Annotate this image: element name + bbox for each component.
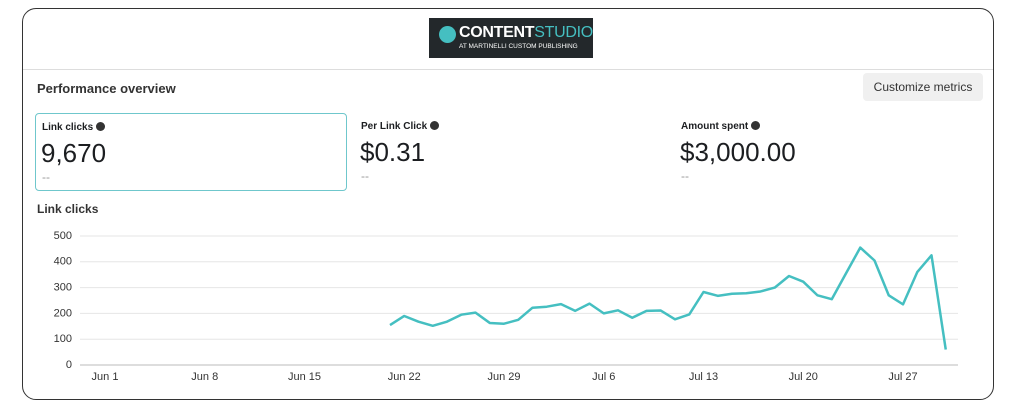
logo-title: CONTENTSTUDIO <box>459 24 593 42</box>
y-tick-label: 400 <box>54 256 72 268</box>
metric-delta: -- <box>42 170 50 184</box>
logo-bold: CONTENT <box>459 24 535 41</box>
metric-value: $0.31 <box>360 137 426 167</box>
y-tick-label: 300 <box>54 282 72 294</box>
x-tick-label: Jul 27 <box>888 371 917 383</box>
x-tick-label: Jun 8 <box>191 371 218 383</box>
panel: CONTENTSTUDIO AT MARTINELLI CUSTOM PUBLI… <box>22 8 994 400</box>
metric-delta: -- <box>681 169 689 183</box>
logo-subtitle: AT MARTINELLI CUSTOM PUBLISHING <box>459 43 578 50</box>
line-series <box>389 246 947 350</box>
x-tick-label: Jun 29 <box>487 371 520 383</box>
metric-label: Amount spent <box>681 121 761 132</box>
metric-label: Per Link Click <box>361 121 440 132</box>
metric-delta: -- <box>361 169 369 183</box>
x-tick-label: Jun 22 <box>388 371 421 383</box>
metric-card[interactable]: Link clicks 9,670 -- <box>35 113 347 191</box>
y-tick-label: 200 <box>54 307 72 319</box>
metric-label-text: Amount spent <box>681 121 749 132</box>
metric-card[interactable]: Per Link Click $0.31 -- <box>355 113 667 191</box>
info-icon[interactable] <box>96 122 106 131</box>
y-tick-label: 0 <box>66 359 72 371</box>
header: CONTENTSTUDIO AT MARTINELLI CUSTOM PUBLI… <box>23 9 993 70</box>
metric-value: $3,000.00 <box>680 137 796 167</box>
chart-title: Link clicks <box>37 202 99 216</box>
section-title: Performance overview <box>37 81 176 96</box>
x-tick-label: Jul 6 <box>592 371 615 383</box>
x-tick-label: Jun 15 <box>288 371 321 383</box>
metric-label-text: Link clicks <box>42 122 94 133</box>
customize-button[interactable]: Customize metrics <box>863 73 983 101</box>
logo-light: STUDIO <box>534 24 593 41</box>
metric-label: Link clicks <box>42 122 106 133</box>
logo-icon <box>439 26 456 43</box>
x-tick-label: Jul 20 <box>789 371 818 383</box>
x-tick-label: Jun 1 <box>92 371 119 383</box>
metric-value: 9,670 <box>41 138 107 168</box>
info-icon[interactable] <box>430 121 440 130</box>
metric-card[interactable]: Amount spent $3,000.00 -- <box>675 113 987 191</box>
logo: CONTENTSTUDIO AT MARTINELLI CUSTOM PUBLI… <box>429 18 593 58</box>
info-icon[interactable] <box>751 121 761 130</box>
metric-label-text: Per Link Click <box>361 121 428 132</box>
x-tick-label: Jul 13 <box>689 371 718 383</box>
y-tick-label: 100 <box>54 333 72 345</box>
y-tick-label: 500 <box>54 230 72 242</box>
